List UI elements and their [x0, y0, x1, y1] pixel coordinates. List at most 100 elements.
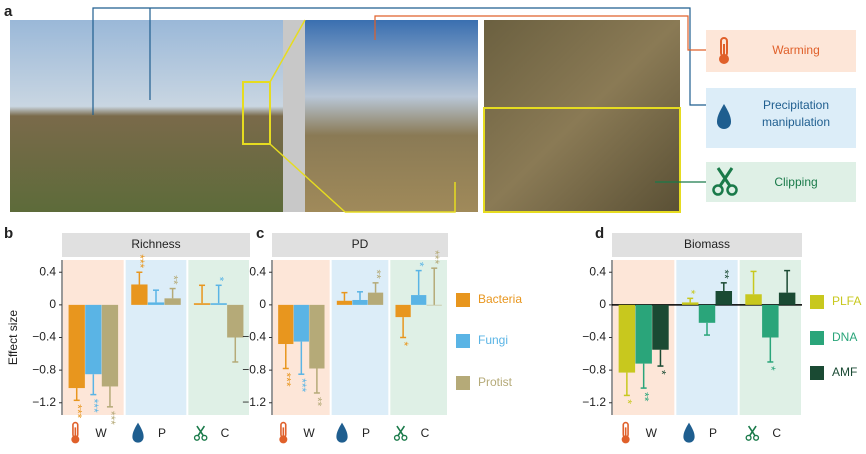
y-tick-label: 0.4: [39, 264, 56, 278]
significance: ***: [428, 250, 442, 264]
bar: [131, 284, 148, 305]
significance: *: [764, 366, 778, 371]
significance: ***: [133, 254, 147, 268]
significance: *: [684, 290, 698, 295]
bar: [778, 292, 796, 305]
bar: [762, 304, 779, 338]
significance: ***: [87, 399, 101, 413]
photo-gap: [283, 20, 305, 212]
bar: [101, 304, 119, 387]
panel-title: Biomass: [684, 237, 730, 251]
significance: *: [397, 342, 411, 347]
icon: [683, 422, 695, 443]
significance: *: [621, 399, 635, 404]
group-band: [676, 260, 738, 415]
legend-swatch: [810, 331, 824, 345]
bar: [336, 300, 353, 305]
bar: [367, 292, 384, 305]
bar: [164, 298, 181, 305]
legend-swatch: [810, 295, 824, 309]
panel-label: b: [4, 225, 13, 242]
bar: [635, 304, 652, 364]
legend-swatch: [810, 366, 824, 380]
bar: [618, 304, 636, 373]
legend-label: PLFA: [832, 294, 861, 308]
y-tick-label: 0: [259, 297, 266, 311]
bar: [293, 304, 309, 342]
zoom-line: [269, 19, 456, 213]
icon: [132, 422, 144, 443]
significance: **: [637, 392, 651, 402]
y-tick-label: −0.8: [32, 362, 56, 376]
y-tick-label: −1.2: [582, 395, 606, 409]
group-band: [331, 260, 389, 415]
zoom-box: [483, 107, 681, 213]
bar: [193, 303, 211, 305]
y-tick-label: −1.2: [242, 395, 266, 409]
y-tick-label: −0.8: [582, 362, 606, 376]
x-tick-label: W: [303, 426, 315, 440]
y-tick-label: −0.4: [242, 330, 266, 344]
panel-label: c: [256, 225, 264, 242]
legend-swatch: [456, 293, 470, 307]
x-tick-label: W: [95, 426, 107, 440]
y-tick-label: −1.2: [32, 395, 56, 409]
y-tick-label: −0.8: [242, 362, 266, 376]
icon: [278, 421, 289, 445]
y-tick-label: −0.4: [32, 330, 56, 344]
bar: [309, 304, 325, 369]
legend-swatch: [456, 334, 470, 348]
significance: ***: [71, 404, 85, 418]
bar: [147, 302, 165, 305]
icon: [744, 424, 760, 442]
significance: **: [369, 269, 383, 279]
y-axis-label: Effect size: [6, 310, 20, 365]
legend-swatch: [456, 376, 470, 390]
connector: [374, 15, 706, 51]
x-tick-label: C: [221, 426, 230, 440]
x-tick-label: P: [709, 426, 717, 440]
bar: [68, 304, 85, 389]
panel-header: [272, 233, 448, 257]
panel-title: Richness: [131, 237, 180, 251]
significance: **: [166, 275, 180, 285]
y-tick-label: 0: [599, 297, 606, 311]
zoom-box: [242, 81, 271, 145]
bar: [745, 294, 762, 305]
significance: **: [311, 397, 325, 407]
bar: [698, 304, 716, 323]
icon: [393, 424, 408, 442]
bar: [411, 295, 427, 305]
bar: [278, 304, 294, 345]
legend-box: [706, 88, 856, 148]
y-tick-label: 0: [49, 297, 56, 311]
x-tick-label: P: [362, 426, 370, 440]
panel-header: [62, 233, 250, 257]
x-tick-label: P: [158, 426, 166, 440]
significance: ***: [104, 411, 118, 425]
bar: [426, 304, 442, 306]
icon: [70, 421, 81, 445]
significance: ***: [280, 373, 294, 387]
icon: [620, 421, 631, 445]
bar: [210, 303, 227, 305]
significance: *: [212, 277, 226, 282]
icon: [336, 422, 348, 443]
bar: [85, 304, 102, 375]
y-tick-label: 0.4: [589, 264, 606, 278]
photo-plot: [305, 20, 478, 212]
legend-label: Bacteria: [478, 292, 522, 306]
x-tick-label: C: [421, 426, 430, 440]
legend-label: Fungi: [478, 333, 508, 347]
legend-label: Protist: [478, 375, 513, 389]
legend-label: Warming: [772, 43, 820, 57]
bar: [681, 302, 699, 305]
legend-label: Clipping: [774, 175, 817, 189]
bar: [652, 304, 669, 350]
bar: [227, 304, 244, 338]
significance: **: [718, 269, 732, 279]
icon: [193, 424, 209, 442]
legend-label: AMF: [832, 365, 857, 379]
